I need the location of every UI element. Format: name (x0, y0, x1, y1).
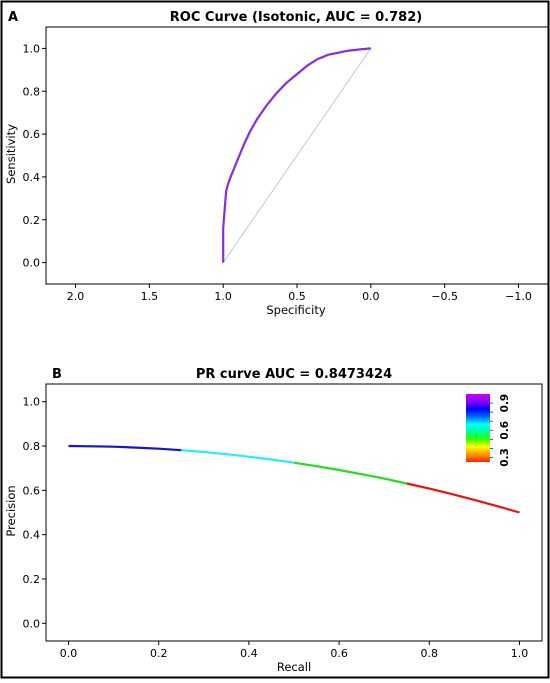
panel-b-pr-segment (181, 449, 295, 464)
panel-b-ylabel: Precision (4, 485, 18, 536)
panel-a-ytick-label: 0.0 (23, 257, 41, 270)
panel-b-colorbar-tick-label: 0.6 (499, 421, 511, 440)
panel-b-ytick-label: 1.0 (23, 396, 41, 409)
panel-b-colorbar-tick-label: 0.9 (499, 394, 511, 413)
panel-a-xtick-label: −0.5 (431, 290, 458, 303)
panel-a-ytick-label: 0.8 (23, 85, 41, 98)
panel-a-ylabel: Sensitivity (4, 124, 18, 184)
panel-a-letter: A (8, 10, 18, 25)
panel-a-xtick-label: 2.0 (67, 290, 85, 303)
panel-a-ytick-label: 0.4 (23, 171, 41, 184)
panel-b-pr-segment (406, 482, 520, 514)
panel-b-title: PR curve AUC = 0.8473424 (196, 367, 392, 382)
panel-b-letter: B (52, 367, 62, 382)
panel-a-xtick-label: 1.5 (141, 290, 159, 303)
panel-b-pr-segment (68, 444, 182, 452)
panel-a-ytick-label: 0.2 (23, 214, 41, 227)
panel-a-xtick-label: 0.5 (288, 290, 306, 303)
panel-b-xlabel: Recall (277, 660, 311, 674)
panel-a-ytick-label: 0.6 (23, 128, 41, 141)
panel-b-xtick-label: 0.4 (240, 647, 258, 660)
panel-b-ytick-label: 0.2 (23, 573, 41, 586)
panel-b-xtick-label: 0.2 (150, 647, 168, 660)
panel-b-axes-frame (45, 383, 543, 642)
panel-b-ytick-label: 0.8 (23, 440, 41, 453)
panel-a-roc-line (222, 47, 371, 263)
panel-a-plot: 2.0 1.5 1.0 0.5 0.0 −0.5 −1.0 0.0 0.2 0.4 0.6 0.8 1.… (23, 26, 549, 303)
panel-b-xtick-label: 0.8 (421, 647, 439, 660)
panel-a-title: ROC Curve (Isotonic, AUC = 0.782) (170, 10, 422, 25)
panel-a-xtick-label: 0.0 (362, 290, 380, 303)
panel-b-colorbar-tick-label: 0.3 (499, 448, 511, 467)
panel-b-pr-segment (293, 461, 407, 485)
panel-a-xtick-label: 1.0 (214, 290, 232, 303)
panel-b-ytick-label: 0.0 (23, 617, 41, 630)
panel-a-xlabel: Specificity (266, 303, 325, 317)
panel-a: A ROC Curve (Isotonic, AUC = 0.782) 2.0 1… (4, 10, 549, 317)
panel-a-ytick-label: 1.0 (23, 42, 41, 55)
panel-b-colorbar (466, 394, 490, 462)
panel-b-ytick-label: 0.6 (23, 484, 41, 497)
panel-b-xtick-label: 1.0 (511, 647, 529, 660)
panel-a-xtick-label: −1.0 (505, 290, 532, 303)
panel-b: B PR curve AUC = 0.8473424 0.0 0.2 0.4 0.6 0… (4, 367, 543, 674)
panel-b-ytick-label: 0.4 (23, 529, 41, 542)
panel-a-reference-line (222, 48, 372, 263)
panel-b-plot: 0.0 0.2 0.4 0.6 0.8 1.0 0.0 0.2 0.4 0.6 0.8 1.0 0.3 0… (23, 383, 543, 660)
panel-b-xtick-label: 0.0 (60, 647, 78, 660)
panel-b-xtick-label: 0.6 (330, 647, 348, 660)
